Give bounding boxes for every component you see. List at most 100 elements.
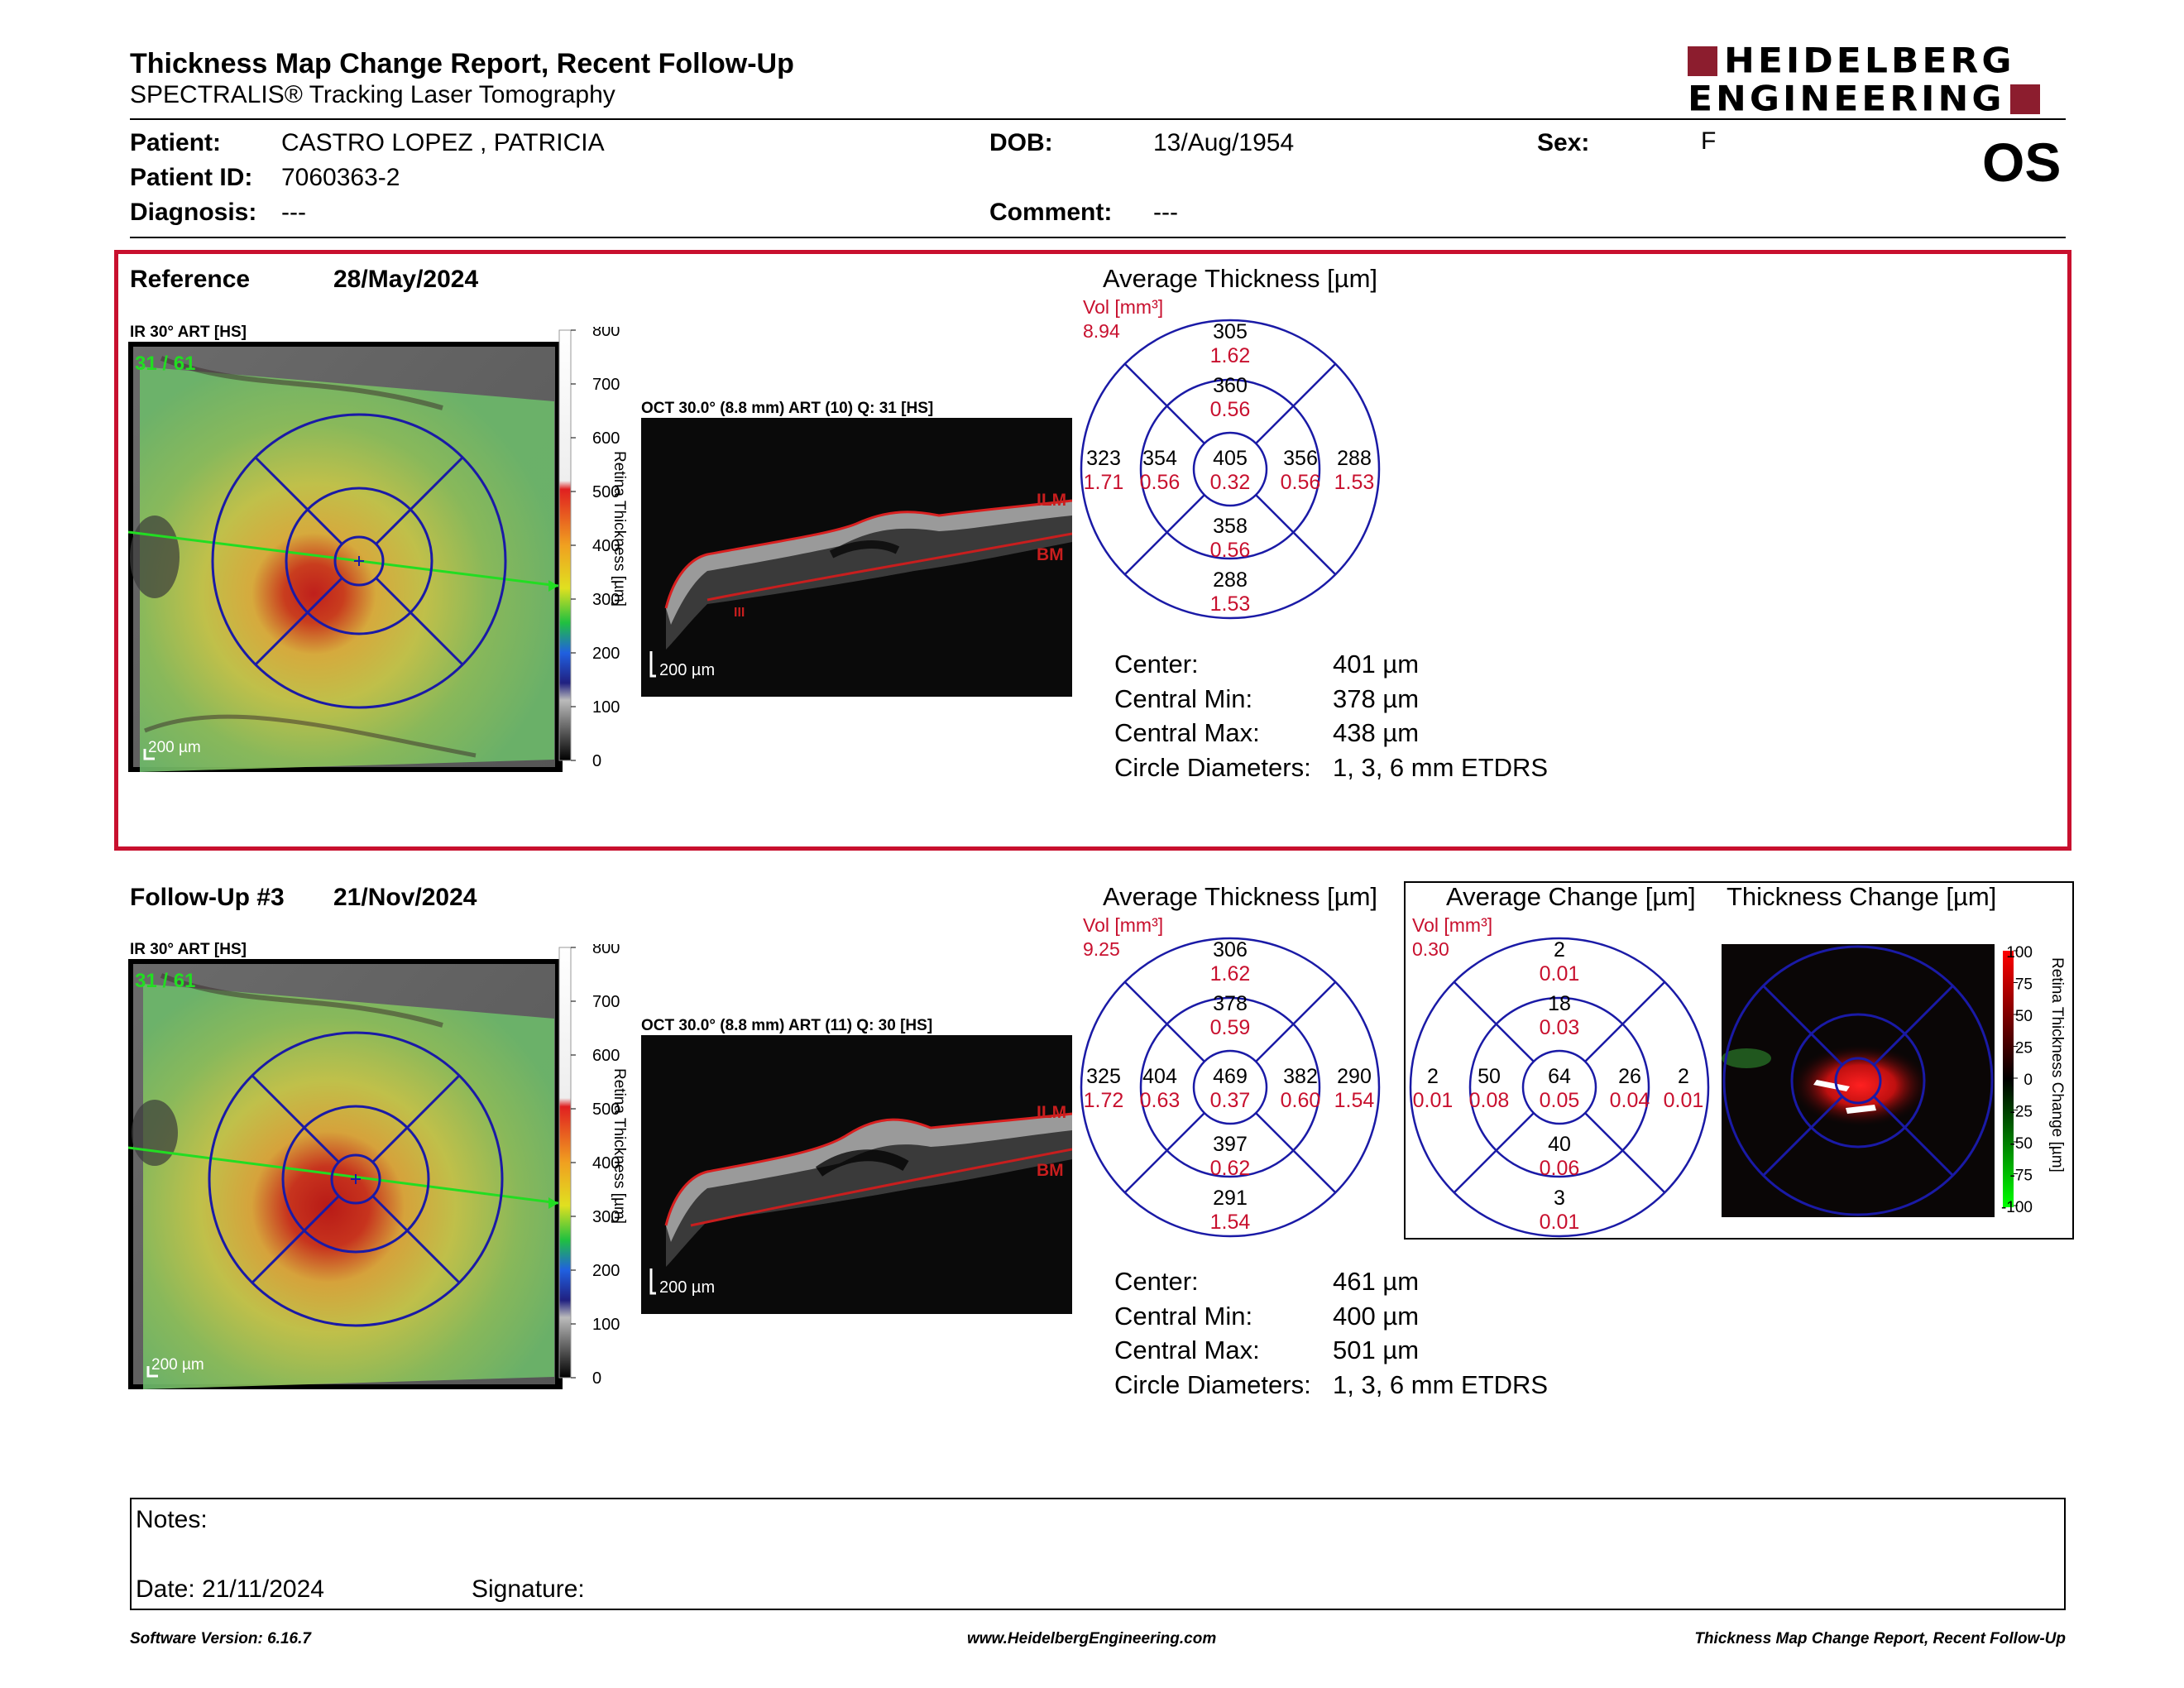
sector-thickness-center: 469 — [1213, 1065, 1248, 1088]
sector-volume-inner-nas: 0.56 — [1281, 471, 1321, 494]
followup-label: Follow-Up #3 — [130, 884, 285, 911]
oct-bm-label: BM — [1037, 1161, 1064, 1180]
sector-volume-inner-temp: 0.56 — [1140, 471, 1181, 494]
volume-unit-label: Vol [mm³] — [1083, 298, 1163, 318]
sector-volume-outer-inf: 0.01 — [1540, 1211, 1580, 1234]
change-tick-label: -25 — [2010, 1104, 2033, 1121]
sector-volume-outer-temp: 0.01 — [1413, 1089, 1454, 1112]
patient-id-label: Patient ID: — [130, 164, 253, 191]
colorbar-tick-label: 500 — [592, 483, 620, 501]
notes-date: Date: 21/11/2024 — [136, 1575, 324, 1603]
patient-divider — [130, 237, 2066, 238]
reference-ir-thickness-map: 31 / 61 200 µm — [128, 342, 563, 772]
oct-bm-label: BM — [1037, 545, 1064, 564]
volume-unit-label: Vol [mm³] — [1083, 916, 1163, 936]
reference-stats-values: 401 µm 378 µm 438 µm 1, 3, 6 mm ETDRS — [1333, 647, 1548, 784]
stat-circle-diameters-label: Circle Diameters: — [1114, 1369, 1311, 1399]
colorbar-tick-label: 800 — [592, 327, 620, 340]
reference-date: 28/May/2024 — [333, 266, 479, 293]
sector-volume-outer-sup: 0.01 — [1540, 962, 1580, 985]
colorbar-tick-label: 400 — [592, 1154, 620, 1172]
stat-central-min-value: 400 µm — [1333, 1301, 1420, 1331]
colorbar-tick-label: 300 — [592, 591, 620, 609]
followup-stats-labels: Center: Central Min: Central Max: Circle… — [1114, 1264, 1311, 1402]
sector-volume-inner-nas: 0.04 — [1610, 1089, 1650, 1112]
colorbar-tick-label: 700 — [592, 376, 620, 394]
sector-volume-inner-sup: 0.56 — [1210, 398, 1251, 421]
sector-volume-inner-inf: 0.06 — [1540, 1157, 1580, 1180]
sex-value: F — [1701, 127, 1717, 155]
sector-thickness-center: 64 — [1548, 1065, 1571, 1088]
followup-date: 21/Nov/2024 — [333, 884, 477, 911]
footer-software-version: Software Version: 6.16.7 — [130, 1630, 311, 1647]
stat-circle-diameters-label: Circle Diameters: — [1114, 752, 1311, 782]
report-title: Thickness Map Change Report, Recent Foll… — [130, 48, 794, 79]
sector-thickness-inner-sup: 378 — [1213, 992, 1248, 1015]
stat-central-max-label: Central Max: — [1114, 1336, 1260, 1364]
followup-stats-values: 461 µm 400 µm 501 µm 1, 3, 6 mm ETDRS — [1333, 1264, 1548, 1402]
sector-volume-inner-inf: 0.62 — [1210, 1157, 1251, 1180]
sector-volume-inner-sup: 0.03 — [1540, 1016, 1580, 1039]
sector-thickness-inner-inf: 397 — [1213, 1133, 1248, 1156]
oct-scale-bar: 200 µm — [659, 661, 715, 679]
logo-line-2: ENGINEERING — [1688, 79, 2005, 119]
stat-center-label: Center: — [1114, 650, 1199, 679]
stat-central-min-label: Central Min: — [1114, 683, 1253, 713]
oct-scan-label: OCT 30.0° (8.8 mm) ART (10) Q: 31 [HS] — [641, 400, 934, 417]
change-tick-label: 100 — [2006, 944, 2033, 961]
oct-scale-bar: 200 µm — [659, 1278, 715, 1297]
notes-label: Notes: — [136, 1506, 208, 1533]
sector-thickness-inner-temp: 354 — [1142, 447, 1177, 470]
stat-central-max-label: Central Max: — [1114, 718, 1260, 747]
followup-oct-bscan: ILM BM 200 µm — [641, 1035, 1072, 1314]
volume-unit-label: Vol [mm³] — [1412, 916, 1492, 936]
ir-image-label: IR 30° ART [HS] — [130, 941, 247, 958]
sector-thickness-inner-sup: 360 — [1213, 374, 1248, 397]
report-subtitle: SPECTRALIS® Tracking Laser Tomography — [130, 81, 615, 108]
sector-volume-outer-inf: 1.54 — [1210, 1211, 1251, 1234]
logo-line-1: HEIDELBERG — [1724, 41, 2015, 81]
sector-thickness-outer-inf: 288 — [1213, 568, 1248, 592]
ir-scan-position: 31 / 61 — [135, 970, 195, 992]
total-volume-value: 9.25 — [1083, 938, 1120, 960]
change-etdrs-grid: 20.01180.0320.01500.08640.05260.0420.014… — [1409, 916, 1710, 1238]
stat-central-min-label: Central Min: — [1114, 1301, 1253, 1331]
dob-value: 13/Aug/1954 — [1153, 129, 1295, 156]
followup-thickness-colorbar: 800 700 600 500 400 300 200 100 0 Retina Thickne… — [558, 944, 628, 1388]
stat-center-value: 401 µm — [1333, 650, 1420, 679]
notes-box[interactable] — [130, 1498, 2066, 1610]
reference-section-frame — [114, 250, 2071, 851]
stat-central-max-value: 501 µm — [1333, 1336, 1420, 1364]
sector-volume-outer-temp: 1.72 — [1084, 1089, 1124, 1112]
average-thickness-title: Average Thickness [µm] — [1103, 264, 1378, 293]
sector-thickness-inner-sup: 18 — [1548, 992, 1571, 1015]
followup-ir-thickness-map: 31 / 61 200 µm — [128, 959, 563, 1389]
stat-circle-diameters-value: 1, 3, 6 mm ETDRS — [1333, 752, 1549, 782]
dob-label: DOB: — [989, 129, 1053, 156]
header-divider — [130, 118, 2066, 120]
sector-volume-inner-inf: 0.56 — [1210, 539, 1251, 562]
colorbar-tick-label: 200 — [592, 645, 620, 663]
change-tick-label: 25 — [2015, 1040, 2033, 1057]
sector-thickness-outer-inf: 291 — [1213, 1187, 1248, 1210]
sector-volume-inner-temp: 0.08 — [1469, 1089, 1510, 1112]
heidelberg-logo: HEIDELBERG ENGINEERING — [1688, 41, 2040, 119]
sector-thickness-outer-temp: 323 — [1086, 447, 1121, 470]
colorbar-tick-label: 200 — [592, 1262, 620, 1280]
footer-report-name: Thickness Map Change Report, Recent Foll… — [1694, 1630, 2066, 1647]
reference-oct-bscan: ILM BM III 200 µm — [641, 418, 1072, 697]
stat-center-label: Center: — [1114, 1267, 1199, 1296]
colorbar-tick-label: 300 — [592, 1208, 620, 1226]
colorbar-tick-label: 500 — [592, 1101, 620, 1119]
sector-volume-center: 0.37 — [1210, 1089, 1251, 1112]
colorbar-axis-label: Retina Thickness [µm] — [611, 1068, 628, 1224]
change-tick-label: -75 — [2010, 1168, 2033, 1185]
comment-label: Comment: — [989, 199, 1113, 226]
sector-volume-outer-sup: 1.62 — [1210, 962, 1251, 985]
sector-thickness-outer-temp: 2 — [1427, 1065, 1439, 1088]
sector-volume-center: 0.32 — [1210, 471, 1251, 494]
sector-thickness-outer-nas: 290 — [1337, 1065, 1372, 1088]
sector-volume-inner-nas: 0.60 — [1281, 1089, 1321, 1112]
ir-scan-position: 31 / 61 — [135, 352, 195, 375]
footer-website-link[interactable]: www.HeidelbergEngineering.com — [967, 1630, 1217, 1647]
